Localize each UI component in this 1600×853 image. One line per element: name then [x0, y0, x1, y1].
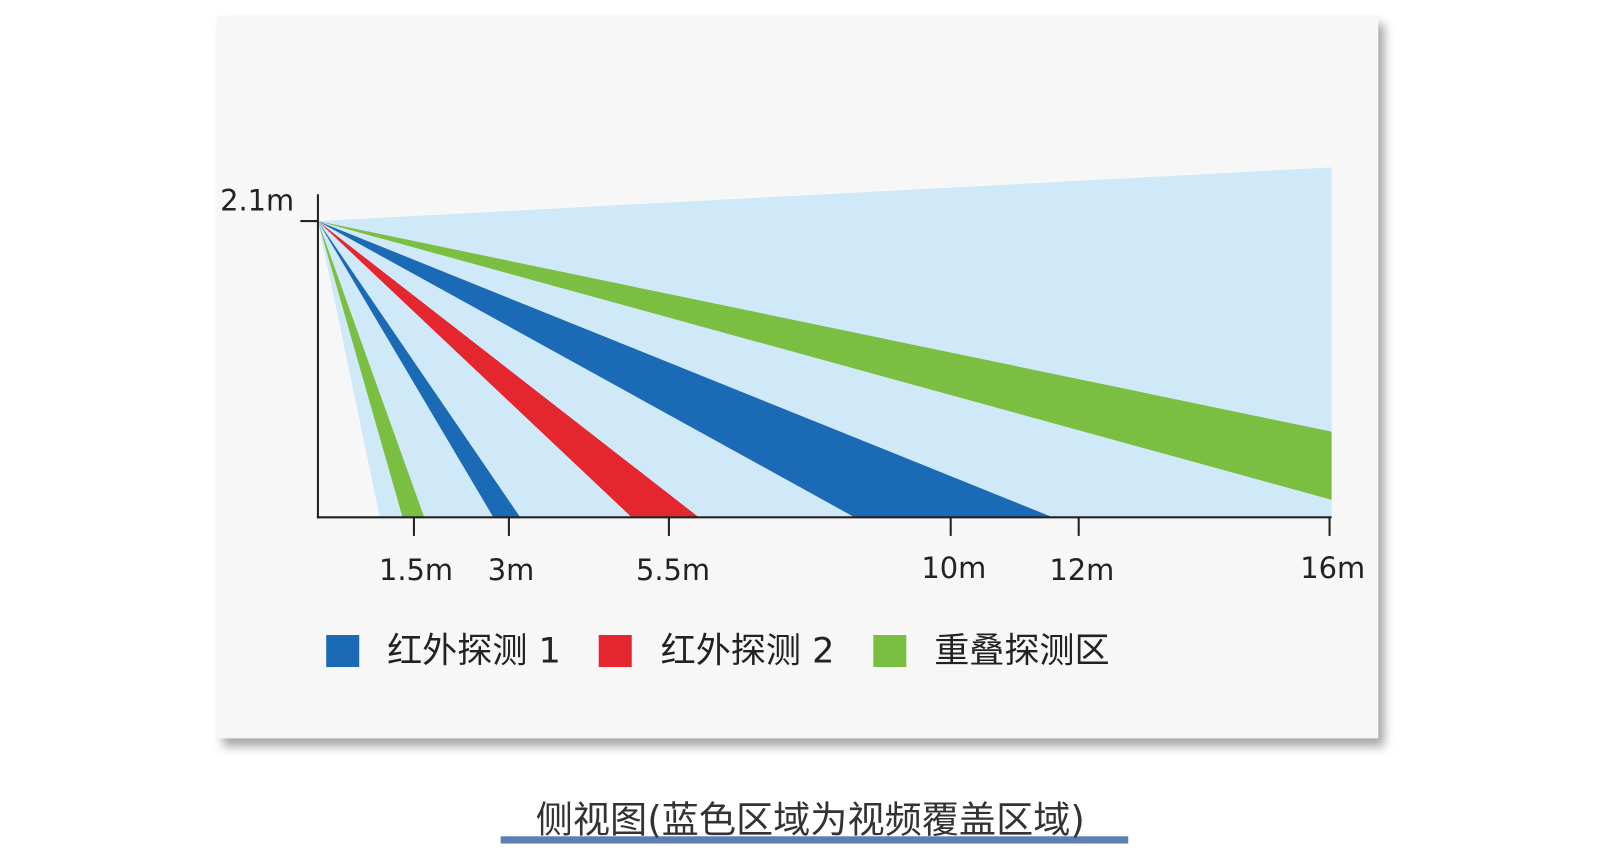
- legend-label: 重叠探测区: [934, 631, 1109, 672]
- legend-label: 红外探测 2: [661, 631, 835, 672]
- axes: [300, 194, 1332, 536]
- caption-underline: [500, 836, 1129, 844]
- legend-swatch: [873, 635, 907, 668]
- height-label: 2.1m: [220, 183, 294, 217]
- distance-label: 16m: [1300, 551, 1365, 585]
- legend-swatch: [598, 635, 632, 668]
- distance-label: 12m: [1049, 553, 1114, 587]
- legend-label: 红外探测 1: [387, 631, 561, 672]
- distance-label: 5.5m: [636, 553, 710, 587]
- legend-swatch: [326, 635, 360, 668]
- distance-label: 3m: [488, 553, 535, 587]
- distance-label: 1.5m: [379, 553, 453, 587]
- overlap-beam: [317, 221, 1332, 500]
- distance-label: 10m: [921, 551, 986, 585]
- caption: 侧视图(蓝色区域为视频覆盖区域): [536, 798, 1085, 841]
